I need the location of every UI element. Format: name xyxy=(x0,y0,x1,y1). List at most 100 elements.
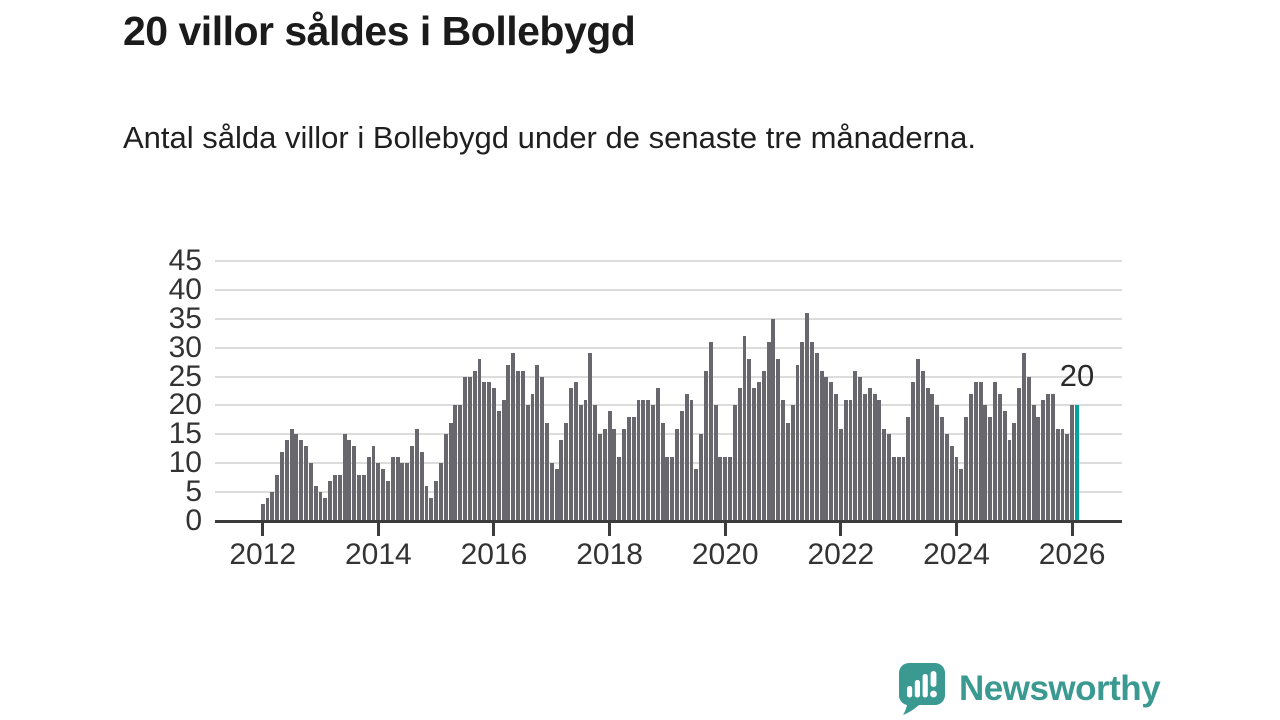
gridline xyxy=(215,346,1122,349)
bar xyxy=(651,405,655,521)
bar xyxy=(1065,434,1070,521)
bar xyxy=(670,457,675,521)
bar xyxy=(308,463,313,521)
bar xyxy=(920,370,925,521)
bar xyxy=(631,416,636,521)
x-axis-tick xyxy=(723,522,727,536)
bar xyxy=(323,497,328,521)
bar xyxy=(477,359,482,521)
gridline xyxy=(215,375,1122,378)
bar xyxy=(684,393,689,521)
gridline xyxy=(215,288,1122,291)
bar xyxy=(414,428,419,521)
bar xyxy=(1007,440,1012,521)
bar xyxy=(790,405,795,521)
bar xyxy=(381,468,386,521)
bar xyxy=(978,382,983,521)
bar xyxy=(573,382,578,521)
bar xyxy=(679,411,684,521)
bar xyxy=(626,416,631,521)
bar xyxy=(361,474,366,521)
bar xyxy=(549,463,554,521)
bar xyxy=(357,474,361,521)
bar xyxy=(968,393,973,521)
bar xyxy=(1002,411,1007,521)
bar xyxy=(400,463,405,521)
bar xyxy=(848,399,853,521)
bar xyxy=(1012,422,1017,521)
bar xyxy=(328,480,333,521)
bar xyxy=(270,492,275,521)
bar xyxy=(429,497,434,521)
bar xyxy=(713,405,718,521)
x-axis-label: 2022 xyxy=(807,538,875,571)
bar xyxy=(636,399,641,521)
bar xyxy=(275,474,280,521)
bar xyxy=(496,411,501,521)
bar xyxy=(872,393,877,521)
bar xyxy=(964,416,969,521)
bar xyxy=(376,463,381,521)
bar xyxy=(593,405,598,521)
bar xyxy=(1060,428,1065,521)
y-axis-label: 10 xyxy=(168,446,202,480)
bar xyxy=(337,474,342,521)
bar xyxy=(342,434,347,521)
chart-title: 20 villor såldes i Bollebygd xyxy=(123,8,636,54)
x-axis-label: 2024 xyxy=(923,538,990,571)
bar xyxy=(891,457,896,521)
bar xyxy=(607,411,612,521)
y-axis-label: 35 xyxy=(168,301,202,335)
bar xyxy=(516,370,520,521)
bar xyxy=(511,353,516,521)
bar xyxy=(395,457,400,521)
bar xyxy=(520,370,525,521)
x-axis-label: 2020 xyxy=(691,538,759,571)
bar xyxy=(915,359,920,521)
y-axis-label: 45 xyxy=(168,243,202,277)
bar xyxy=(742,336,747,521)
x-axis-tick xyxy=(492,522,496,536)
bar xyxy=(333,474,337,521)
bar xyxy=(1050,393,1055,521)
bar xyxy=(867,388,872,521)
newsworthy-logo: Newsworthy xyxy=(898,662,1161,716)
bar xyxy=(896,457,901,521)
bar xyxy=(467,376,472,521)
bar xyxy=(781,399,785,521)
bar xyxy=(554,468,559,521)
bar xyxy=(988,416,993,521)
bar xyxy=(843,399,848,521)
bar xyxy=(718,457,723,521)
bar xyxy=(911,382,916,521)
bar xyxy=(766,341,771,521)
bar xyxy=(877,399,882,521)
bar xyxy=(540,376,545,521)
bar xyxy=(675,428,679,521)
bar xyxy=(265,497,270,521)
bar xyxy=(800,341,805,521)
gridline xyxy=(215,433,1122,436)
y-axis-label: 15 xyxy=(168,417,202,451)
bar xyxy=(525,405,530,521)
bar xyxy=(660,422,665,521)
bar xyxy=(1021,353,1026,521)
y-axis-label: 25 xyxy=(168,359,202,393)
bar xyxy=(434,480,439,521)
y-axis-label: 5 xyxy=(185,475,202,509)
bar xyxy=(699,434,704,521)
newsworthy-logo-icon xyxy=(898,663,945,715)
bar xyxy=(313,486,318,521)
bar xyxy=(732,405,737,521)
bar xyxy=(487,382,492,521)
bar xyxy=(386,480,390,521)
bar xyxy=(655,388,660,521)
bar xyxy=(728,457,732,521)
bar xyxy=(983,405,988,521)
bar xyxy=(424,486,429,521)
bar xyxy=(1031,405,1036,521)
y-axis-label: 30 xyxy=(168,330,202,364)
bar xyxy=(1070,405,1075,521)
bar xyxy=(944,434,949,521)
bar xyxy=(646,399,651,521)
